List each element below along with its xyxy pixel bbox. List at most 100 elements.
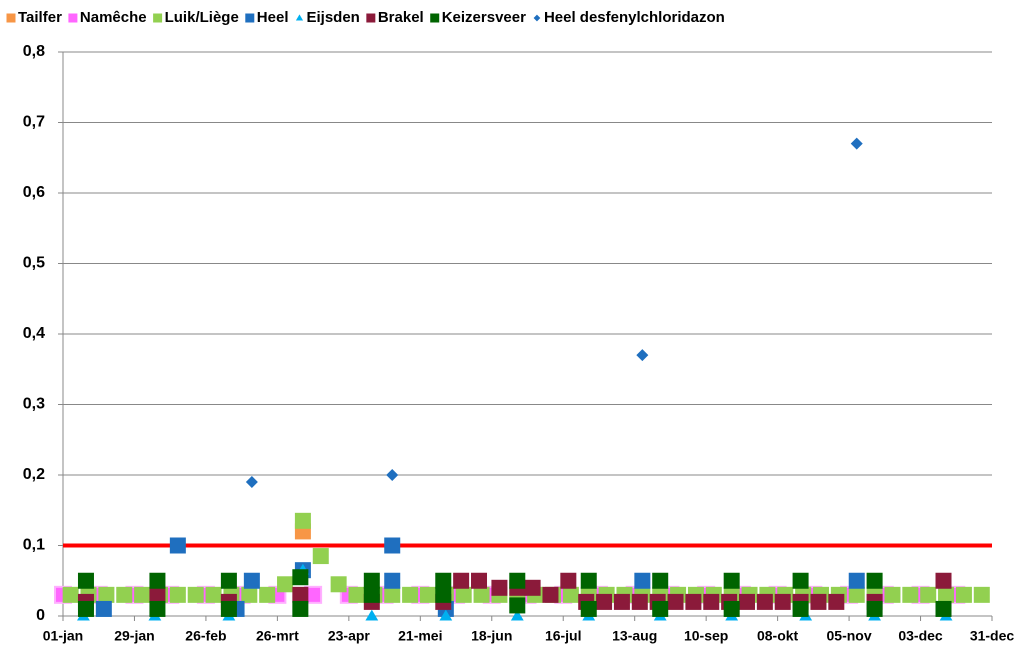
data-point (245, 476, 258, 489)
data-point (935, 600, 952, 617)
data-point (562, 586, 579, 603)
data-point (848, 572, 865, 589)
y-tick-label: 0,6 (23, 184, 45, 201)
data-point (435, 586, 452, 603)
data-point (384, 572, 401, 589)
data-point (386, 469, 399, 481)
data-point (920, 586, 937, 603)
data-point (848, 586, 865, 603)
data-point (850, 137, 863, 150)
x-tick-label: 26-mrt (256, 628, 299, 644)
data-point (703, 593, 720, 610)
data-point (348, 586, 365, 603)
data-point (828, 593, 845, 610)
data-point (685, 593, 702, 610)
legend-marker (245, 13, 255, 23)
data-point (902, 586, 919, 603)
data-point (220, 600, 237, 617)
data-point (973, 586, 990, 603)
y-tick-label: 0,1 (23, 537, 45, 554)
data-point (241, 586, 258, 603)
data-point (866, 572, 883, 589)
legend-label: Eijsden (306, 9, 359, 26)
data-point (330, 576, 347, 593)
data-point (169, 586, 186, 603)
x-tick-label: 01-jan (43, 628, 83, 644)
data-point (169, 537, 186, 554)
data-point (542, 586, 559, 603)
x-tick-label: 03-dec (898, 628, 943, 644)
data-point (634, 572, 651, 589)
legend-label: Heel desfenylchloridazon (544, 9, 725, 26)
data-point (116, 586, 133, 603)
data-point (510, 609, 524, 621)
legend-marker (153, 13, 163, 23)
data-point (277, 576, 294, 593)
data-point (77, 572, 94, 589)
legend-marker (68, 13, 78, 23)
legend-marker (430, 13, 440, 23)
x-tick-label: 16-jul (545, 628, 582, 644)
data-point (667, 593, 684, 610)
data-point (810, 593, 827, 610)
data-point (205, 586, 222, 603)
legend-label: Tailfer (18, 9, 62, 26)
x-tick-label: 21-mei (398, 628, 442, 644)
x-tick-label: 29-jan (114, 628, 154, 644)
data-point (884, 586, 901, 603)
y-tick-label: 0 (36, 607, 45, 624)
data-point (453, 572, 470, 589)
data-point (723, 600, 740, 617)
data-point (652, 600, 669, 617)
data-point (419, 586, 436, 603)
data-point (149, 586, 166, 603)
legend-marker (533, 14, 541, 22)
data-point (509, 597, 526, 614)
data-point (524, 579, 541, 596)
y-tick-label: 0,8 (23, 43, 45, 60)
x-tick-label: 26-feb (185, 628, 226, 644)
data-point (471, 572, 488, 589)
x-tick-label: 31-dec (970, 628, 1015, 644)
data-point (384, 586, 401, 603)
legend-marker (6, 13, 16, 23)
legend-label: Brakel (378, 9, 424, 26)
data-point (636, 349, 649, 362)
x-tick-label: 18-jun (471, 628, 512, 644)
data-point (792, 600, 809, 617)
data-point (580, 572, 597, 589)
data-point (580, 600, 597, 617)
data-point (363, 586, 380, 603)
data-point (187, 586, 204, 603)
data-point (774, 593, 791, 610)
data-point (220, 572, 237, 589)
x-tick-label: 05-nov (827, 628, 872, 644)
legend-label: Heel (257, 9, 289, 26)
data-point (292, 586, 309, 603)
x-tick-label: 10-sep (684, 628, 728, 644)
data-point (652, 572, 669, 589)
data-point (402, 586, 419, 603)
data-point (631, 593, 648, 610)
data-point (95, 600, 112, 617)
x-tick-label: 23-apr (328, 628, 371, 644)
data-point (384, 537, 401, 554)
legend-marker (366, 13, 376, 23)
legend-label: Namêche (80, 9, 147, 26)
data-point (149, 572, 166, 589)
data-point (723, 572, 740, 589)
y-tick-label: 0,5 (23, 255, 45, 272)
data-point (738, 593, 755, 610)
data-point (243, 572, 260, 589)
legend-marker (295, 14, 304, 21)
y-tick-label: 0,3 (23, 396, 45, 413)
x-tick-label: 13-aug (612, 628, 657, 644)
x-tick-label: 08-okt (757, 628, 799, 644)
data-point (455, 586, 472, 603)
data-point (294, 512, 311, 529)
data-point (149, 600, 166, 617)
data-point (259, 586, 276, 603)
y-tick-label: 0,2 (23, 466, 45, 483)
data-point (62, 586, 79, 603)
data-point (938, 586, 955, 603)
